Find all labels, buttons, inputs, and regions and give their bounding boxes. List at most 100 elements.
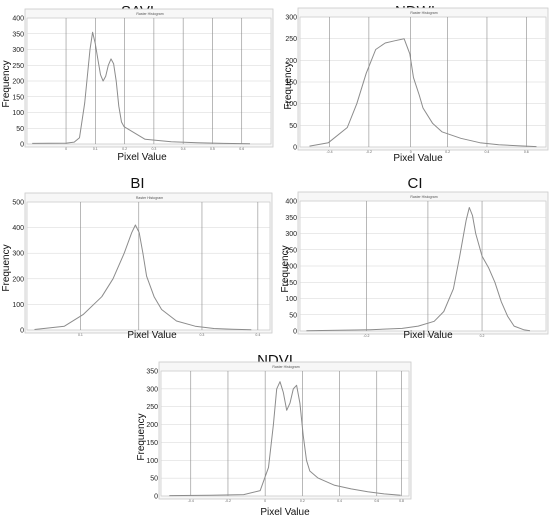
- histogram-panel-savi: SAVI Raster Histogram0501001502002503003…: [0, 0, 275, 168]
- x-tick-label: 0.4: [337, 499, 342, 503]
- y-tick-label: 250: [285, 247, 297, 254]
- x-tick-label: -0.4: [188, 499, 194, 503]
- y-tick-label: 350: [146, 369, 158, 376]
- y-tick-label: 50: [289, 312, 297, 319]
- y-tick-label: 100: [12, 302, 24, 309]
- histogram-series-line: [169, 381, 401, 497]
- x-tick-label: 0.1: [93, 147, 98, 151]
- x-tick-label: 0.2: [122, 147, 127, 151]
- x-axis-label: Pixel Value: [393, 153, 443, 164]
- plot-area: [26, 201, 271, 331]
- y-tick-label: 0: [20, 328, 24, 335]
- histogram-panel-ndvi: NDVI Raster Histogram 0 50 100 150 200 250 300 3…: [135, 349, 415, 519]
- y-tick-label: 150: [146, 440, 158, 447]
- y-tick-label: 350: [12, 31, 24, 38]
- x-tick-label: 0: [410, 150, 412, 154]
- x-tick-label: 0: [65, 147, 67, 151]
- histogram-panel-ndwi: NDWI Raster Histogram050100150200250300-…: [280, 0, 550, 168]
- histogram-chart: Raster Histogram 0 50 100 150 200 250 300 -0.4 -0…: [283, 7, 549, 164]
- histogram-series-line: [309, 38, 537, 148]
- y-tick-label: 300: [285, 15, 297, 22]
- plot-area: [160, 370, 410, 497]
- y-tick-label: 500: [12, 200, 24, 207]
- y-tick-label: 100: [285, 296, 297, 303]
- y-tick-label: 100: [285, 101, 297, 108]
- x-axis-label: Pixel Value: [127, 330, 177, 341]
- x-axis-label: Pixel Value: [260, 507, 310, 518]
- x-tick-label: -0.2: [225, 499, 231, 503]
- histogram-panel-ci: CI Raster Histogram 0 50 100 150 200 250 300 350…: [280, 172, 550, 342]
- x-tick-label: 0.1: [78, 333, 83, 337]
- y-axis-label: Frequency: [136, 413, 147, 460]
- x-tick-label: 0.6: [524, 150, 529, 154]
- y-axis-label: Frequency: [1, 60, 12, 107]
- x-tick-label: 0: [264, 499, 266, 503]
- y-tick-label: 400: [285, 199, 297, 206]
- y-tick-label: 350: [285, 215, 297, 222]
- x-tick-label: 0.4: [485, 150, 490, 154]
- x-tick-label: 0.4: [255, 333, 260, 337]
- chart-title: CI: [407, 175, 423, 192]
- x-tick-label: -0.2: [366, 150, 372, 154]
- histogram-window-title: Raster Histogram: [272, 365, 299, 369]
- y-tick-label: 200: [12, 276, 24, 283]
- y-tick-label: 200: [285, 264, 297, 271]
- x-tick-label: -0.4: [327, 150, 333, 154]
- histogram-window-title: Raster Histogram: [136, 12, 163, 16]
- x-tick-label: 0.5: [210, 147, 215, 151]
- x-tick-label: -0.2: [363, 334, 369, 338]
- y-tick-label: 200: [12, 79, 24, 86]
- histogram-panel-bi: BI Raster Histogram 0 100 200 300 400 500 0.1 0.…: [0, 172, 275, 342]
- histogram-chart: Raster Histogram 0 50 100 150 200 250 300 350 -0.…: [136, 361, 412, 518]
- y-tick-label: 50: [289, 123, 297, 130]
- y-tick-label: 250: [285, 36, 297, 43]
- x-axis-label: Pixel Value: [403, 330, 453, 341]
- y-axis-label: Frequency: [1, 244, 12, 291]
- y-tick-label: 50: [150, 476, 158, 483]
- y-tick-label: 150: [285, 280, 297, 287]
- chart-title: BI: [130, 175, 145, 192]
- x-tick-label: 0.2: [480, 334, 485, 338]
- y-tick-label: 0: [20, 142, 24, 149]
- x-tick-label: 0.3: [200, 333, 205, 337]
- x-tick-label: 0.6: [374, 499, 379, 503]
- y-tick-label: 150: [285, 80, 297, 87]
- y-tick-label: 0: [293, 329, 297, 336]
- y-axis-label: Frequency: [280, 245, 291, 292]
- x-tick-label: 0.2: [445, 150, 450, 154]
- y-tick-label: 400: [12, 225, 24, 232]
- x-tick-label: 0.4: [181, 147, 186, 151]
- histogram-chart: Raster Histogram 0 100 200 300 400 500 0.1 0.2 0.…: [1, 192, 273, 341]
- y-tick-label: 250: [146, 404, 158, 411]
- histogram-window-title: Raster Histogram: [410, 11, 437, 15]
- y-tick-label: 100: [12, 110, 24, 117]
- y-tick-label: 0: [293, 145, 297, 152]
- x-tick-label: 0.3: [151, 147, 156, 151]
- y-tick-label: 50: [16, 126, 24, 133]
- y-tick-label: 200: [146, 422, 158, 429]
- histogram-chart: Raster Histogram 0 50 100 150 200 250 300 350 400…: [1, 8, 274, 163]
- y-tick-label: 150: [12, 94, 24, 101]
- y-axis-label: Frequency: [283, 62, 294, 109]
- y-tick-label: 300: [285, 231, 297, 238]
- y-tick-label: 100: [146, 458, 158, 465]
- histogram-window-title: Raster Histogram: [410, 195, 437, 199]
- y-tick-label: 300: [12, 47, 24, 54]
- y-tick-label: 300: [12, 251, 24, 258]
- y-tick-label: 200: [285, 58, 297, 65]
- histogram-series-line: [306, 207, 531, 332]
- y-tick-label: 300: [146, 386, 158, 393]
- x-tick-label: 0: [427, 334, 429, 338]
- x-tick-label: 0.2: [300, 499, 305, 503]
- x-tick-label: 0.2: [136, 333, 141, 337]
- y-tick-label: 250: [12, 63, 24, 70]
- histogram-series-line: [32, 31, 251, 145]
- y-tick-label: 0: [154, 494, 158, 501]
- y-tick-label: 400: [12, 16, 24, 23]
- x-tick-label: 0.8: [399, 499, 404, 503]
- x-axis-label: Pixel Value: [117, 152, 167, 163]
- histogram-chart: Raster Histogram 0 50 100 150 200 250 300 350 400…: [280, 191, 549, 341]
- x-tick-label: 0.6: [239, 147, 244, 151]
- histogram-series-line: [34, 224, 252, 331]
- histogram-window-title: Raster Histogram: [136, 196, 163, 200]
